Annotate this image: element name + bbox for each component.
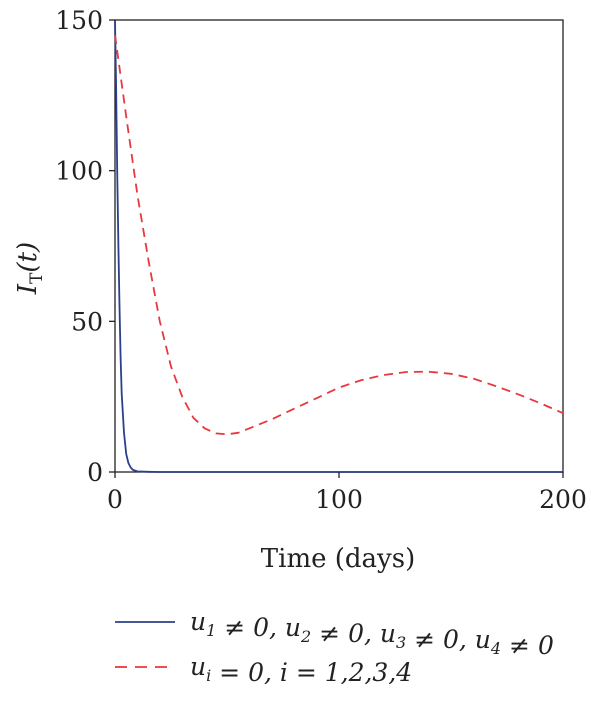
series-line-1 — [114, 19, 563, 473]
y-axis-title-sub: T — [27, 272, 47, 284]
series-line-2 — [114, 34, 564, 436]
legend-label-2: ui = 0, i = 1,2,3,4 — [190, 652, 412, 687]
x-tick-label: 100 — [315, 485, 363, 514]
legend: u1 ≠ 0, u2 ≠ 0, u3 ≠ 0, u4 ≠ 0ui = 0, i … — [115, 607, 554, 687]
tick-layer: 0 100 200 0 50 100 150 — [55, 6, 587, 514]
plot-frame — [114, 19, 564, 473]
y-axis-title: IT(t) — [13, 242, 47, 295]
x-axis-title: Time (days) — [261, 544, 415, 574]
x-tick-label: 200 — [539, 485, 587, 514]
x-tick-label: 0 — [107, 485, 123, 514]
legend-label-1: u1 ≠ 0, u2 ≠ 0, u3 ≠ 0, u4 ≠ 0 — [190, 607, 554, 660]
series-layer — [114, 19, 564, 473]
plot-area-border — [114, 19, 564, 473]
y-tick-label: 50 — [71, 307, 103, 336]
y-tick-label: 0 — [87, 458, 103, 487]
y-tick-label: 100 — [55, 157, 103, 186]
y-tick-label: 150 — [55, 6, 103, 35]
y-axis-title-base: I — [13, 283, 43, 295]
y-axis-title-arg: (t) — [13, 242, 43, 273]
